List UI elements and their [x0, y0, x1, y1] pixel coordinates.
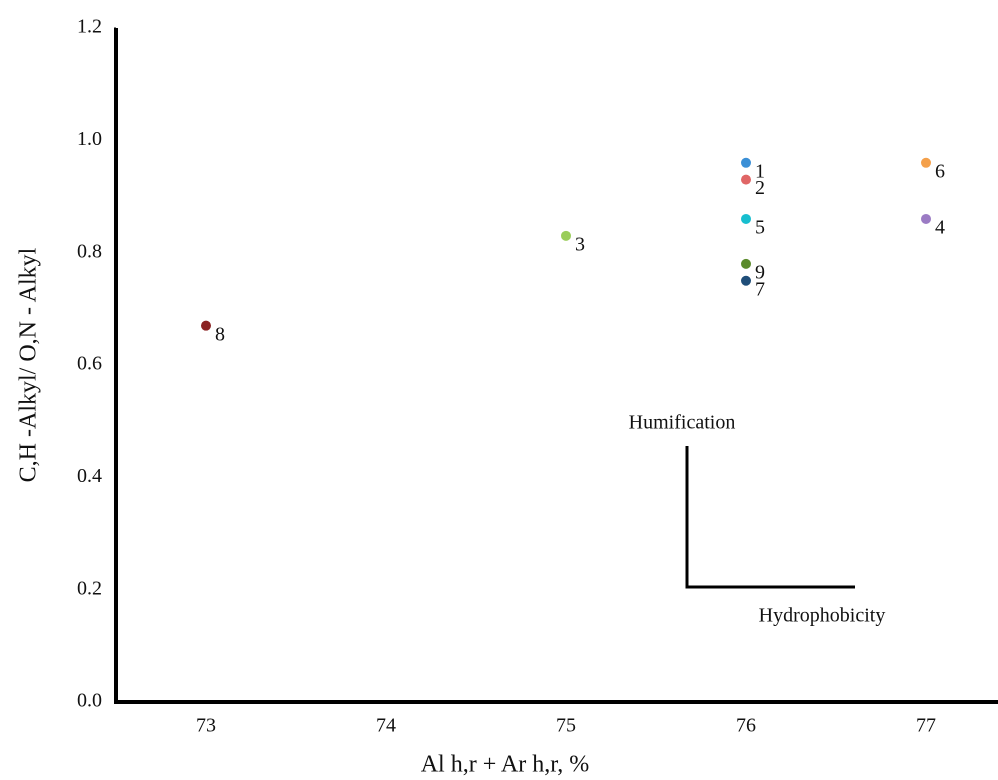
y-tick-label: 0.6 [77, 353, 102, 375]
x-tick-label: 75 [556, 715, 576, 737]
point [741, 157, 751, 168]
y-tick-label: 1.2 [77, 16, 102, 38]
annotation: Humification [629, 412, 736, 434]
x-tick-label: 74 [376, 715, 396, 737]
y-axis-title: C,H -Alkyl/ O,N - Alkyl [16, 247, 42, 482]
y-tick-label: 0.0 [77, 690, 102, 712]
point [561, 230, 571, 241]
point-label: 8 [215, 323, 225, 345]
y-tick-label: 0.2 [77, 577, 102, 599]
point [741, 258, 751, 269]
y-tick-label: 1.0 [77, 128, 102, 150]
x-tick-label: 76 [736, 715, 756, 737]
point [741, 275, 751, 286]
point-label: 7 [755, 278, 765, 300]
point [201, 320, 211, 331]
y-tick-label: 0.8 [77, 240, 102, 262]
x-axis-title: Al h,r + Ar h,r, % [421, 752, 590, 778]
point-label: 9 [755, 261, 765, 283]
x-tick-label: 73 [196, 715, 216, 737]
point-label: 3 [575, 233, 585, 255]
point [741, 174, 751, 185]
annotation: Hydrophobicity [759, 605, 886, 627]
annotation-arrow [685, 446, 855, 589]
point-label: 5 [755, 217, 765, 239]
point [921, 157, 931, 168]
point-label: 1 [755, 160, 765, 182]
point-label: 6 [935, 160, 945, 182]
point-label: 2 [755, 177, 765, 199]
point [741, 213, 751, 224]
y-tick-label: 0.4 [77, 465, 102, 487]
point [921, 213, 931, 224]
point-label: 4 [935, 217, 945, 239]
x-tick-label: 77 [916, 715, 936, 737]
